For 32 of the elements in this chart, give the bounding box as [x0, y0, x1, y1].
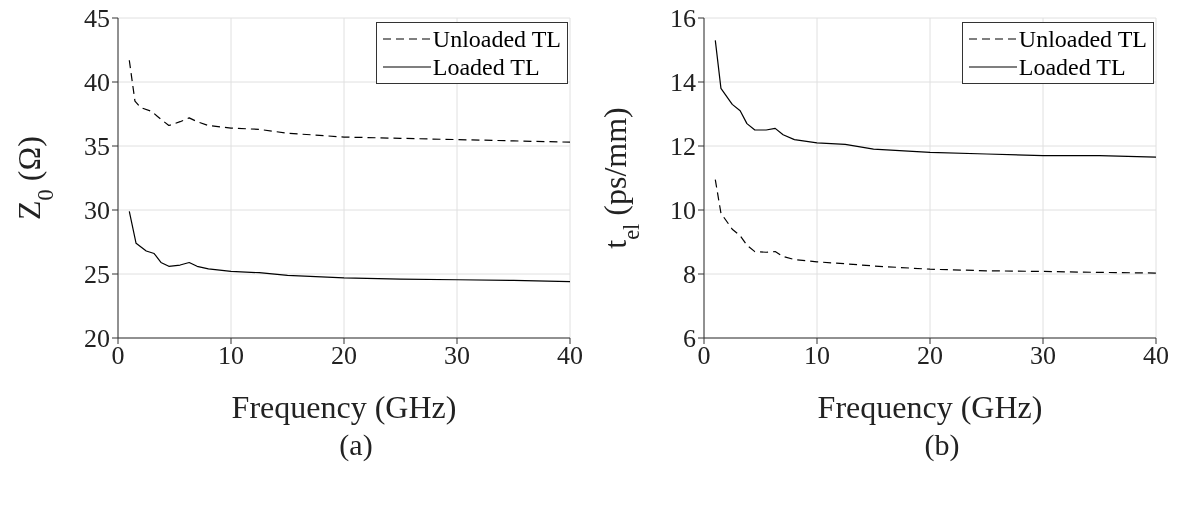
y-tick-label: 10 — [670, 196, 696, 226]
legend-label: Loaded TL — [432, 53, 540, 81]
y-tick-label: 30 — [84, 196, 110, 226]
y-tick-label: 45 — [84, 4, 110, 34]
x-tick-label: 10 — [218, 341, 244, 371]
y-tick-label: 35 — [84, 132, 110, 162]
y-tick-label: 14 — [670, 68, 696, 98]
text: (a) — [338, 428, 374, 462]
legend-label: Unloaded TL — [1018, 25, 1147, 53]
legend-label: Unloaded TL — [432, 25, 561, 53]
y-tick-label: 12 — [670, 132, 696, 162]
x-axis-title: Frequency (GHz) — [231, 389, 457, 425]
y-tick-label: 6 — [683, 324, 696, 354]
x-tick-label: 30 — [1030, 341, 1056, 371]
y-tick-label: 40 — [84, 68, 110, 98]
y-tick-label: 16 — [670, 4, 696, 34]
line-series — [128, 210, 570, 283]
x-axis-title: Frequency (GHz) — [817, 389, 1043, 425]
y-tick-label: 8 — [683, 260, 696, 290]
y-tick-label: 25 — [84, 260, 110, 290]
line-series — [128, 59, 570, 143]
x-tick-label: 40 — [1143, 341, 1169, 371]
x-tick-label: 40 — [557, 341, 583, 371]
x-tick-label: 10 — [804, 341, 830, 371]
x-tick-label: 0 — [697, 341, 711, 371]
text: (b) — [923, 428, 961, 462]
line-series — [714, 179, 1156, 274]
x-tick-label: 0 — [111, 341, 125, 371]
x-tick-label: 20 — [917, 341, 943, 371]
legend-label: Loaded TL — [1018, 53, 1126, 81]
x-tick-label: 30 — [444, 341, 470, 371]
x-tick-label: 20 — [331, 341, 357, 371]
